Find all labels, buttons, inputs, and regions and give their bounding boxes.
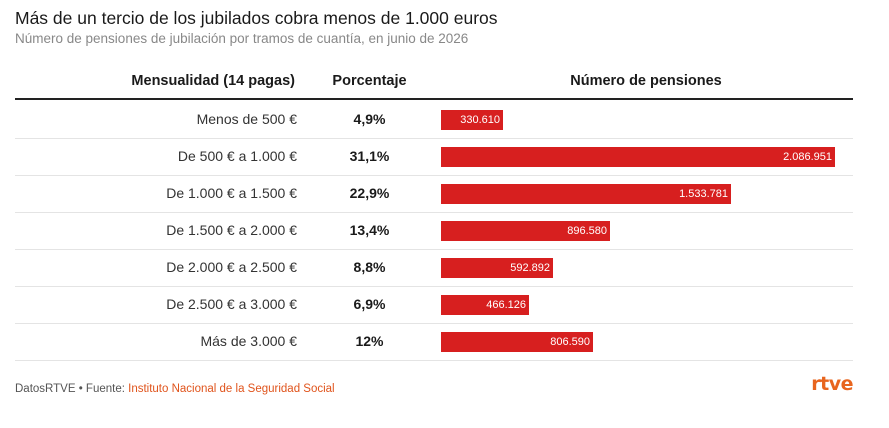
row-percentage: 6,9% (353, 296, 386, 312)
bar-value-label: 330.610 (460, 114, 500, 126)
table-row: De 2.000 € a 2.500 € 8,8% 592.892 (15, 249, 853, 287)
pension-bar: 1.533.781 (441, 184, 731, 204)
row-range-label: De 500 € a 1.000 € (177, 148, 297, 164)
bar-value-label: 466.126 (486, 299, 526, 311)
chart-title: Más de un tercio de los jubilados cobra … (15, 8, 498, 28)
row-range-label: De 1.500 € a 2.000 € (166, 222, 297, 238)
pension-bar: 592.892 (441, 258, 553, 278)
row-range-label: De 2.500 € a 3.000 € (166, 296, 297, 312)
header-pension-count: Número de pensiones (570, 73, 722, 89)
bar-value-label: 806.590 (550, 336, 590, 348)
table-row: Menos de 500 € 4,9% 330.610 (15, 101, 853, 139)
table-row: De 500 € a 1.000 € 31,1% 2.086.951 (15, 138, 853, 176)
pension-bar: 806.590 (441, 332, 593, 352)
table-row: De 2.500 € a 3.000 € 6,9% 466.126 (15, 286, 853, 324)
bar-value-label: 1.533.781 (679, 188, 728, 200)
source-link[interactable]: Instituto Nacional de la Seguridad Socia… (128, 383, 335, 395)
row-percentage: 31,1% (349, 148, 390, 164)
row-percentage: 4,9% (353, 111, 386, 127)
pension-bar: 2.086.951 (441, 147, 835, 167)
row-range-label: Menos de 500 € (196, 111, 297, 127)
table-row: De 1.000 € a 1.500 € 22,9% 1.533.781 (15, 175, 853, 213)
row-percentage: 8,8% (353, 259, 386, 275)
bar-value-label: 896.580 (567, 225, 607, 237)
footer: DatosRTVE • Fuente: Instituto Nacional d… (15, 383, 335, 395)
pension-bar: 466.126 (441, 295, 529, 315)
pension-bar: 330.610 (441, 110, 503, 130)
row-percentage: 22,9% (349, 185, 390, 201)
header-rule (15, 98, 853, 100)
table-row: Más de 3.000 € 12% 806.590 (15, 323, 853, 361)
pension-bar: 896.580 (441, 221, 610, 241)
footer-prefix: DatosRTVE • Fuente: (15, 383, 129, 395)
rtve-logo: rtve (811, 373, 853, 395)
header-percentage: Porcentaje (332, 73, 407, 89)
header-range: Mensualidad (14 pagas) (131, 73, 295, 89)
row-percentage: 13,4% (349, 222, 390, 238)
bar-value-label: 592.892 (510, 262, 550, 274)
row-range-label: Más de 3.000 € (200, 333, 297, 349)
bar-value-label: 2.086.951 (783, 151, 832, 163)
row-range-label: De 1.000 € a 1.500 € (166, 185, 297, 201)
row-percentage: 12% (355, 333, 384, 349)
table-row: De 1.500 € a 2.000 € 13,4% 896.580 (15, 212, 853, 250)
chart-subtitle: Número de pensiones de jubilación por tr… (15, 31, 469, 46)
row-range-label: De 2.000 € a 2.500 € (166, 259, 297, 275)
